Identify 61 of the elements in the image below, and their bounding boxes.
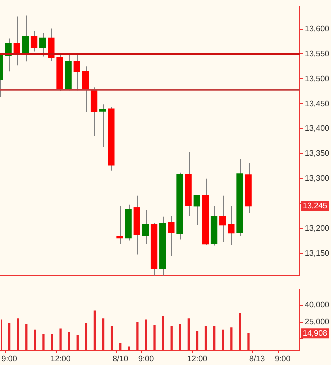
x-tick-label: 8/13 [249,354,266,364]
y-tick-label: 40,000 [305,300,330,310]
y-tick-label: 13,600 [305,24,330,34]
bar [42,334,45,350]
candlestick [22,15,30,62]
candlestick [168,216,175,257]
bar [239,313,242,350]
candlestick [90,87,98,138]
candlestick [142,210,150,245]
candlestick [40,32,46,58]
x-tick-label: 9:00 [275,354,292,364]
bar [188,318,190,350]
bar [230,328,233,350]
y-tick-label: 13,500 [305,74,330,84]
x-tick-label: 8/10 [112,354,129,364]
y-tick-label: 25,000 [305,318,330,327]
y-tick-label: 13,200 [305,224,330,234]
bar [110,326,114,350]
bar [196,330,199,350]
x-tick-label: 9:00 [2,354,18,364]
bar [248,333,250,350]
candlestick [100,104,106,148]
candlestick [82,66,90,113]
bar [17,318,20,350]
y-tick-label: 13,350 [305,149,330,158]
bar [8,323,11,350]
y-tick-label: 13,400 [305,124,330,134]
bar [60,328,62,350]
candlestick [30,30,38,52]
annotation: 14,908 [303,328,328,338]
bar [145,320,148,350]
bar [94,310,96,350]
bar [162,316,164,350]
x-tick-label: 9:00 [138,354,155,364]
candlestick [14,16,20,66]
bar [76,335,79,350]
bar [102,318,105,350]
bar [85,323,88,350]
bar [222,330,224,350]
bar [154,325,156,350]
candlestick [228,206,235,246]
bar [170,326,173,350]
candlestick [194,194,200,226]
y-tick-label: 13,300 [305,174,330,184]
x-tick-label: 12:00 [50,354,72,364]
candlestick [74,54,80,92]
y-tick-label: 13,150 [305,248,330,258]
annotation: 13,245 [303,202,328,211]
candlestick [116,206,124,245]
bar [179,324,182,350]
bar [204,326,208,350]
bar [213,326,216,350]
x-tick-label: 12:00 [187,354,208,364]
bar [68,332,70,350]
bar [136,322,139,350]
bar [26,324,28,350]
bar [34,330,36,350]
bar [51,334,54,350]
y-tick-label: 13,450 [305,99,330,108]
candlestick [220,195,226,243]
y-tick-label: 13,550 [305,49,330,58]
